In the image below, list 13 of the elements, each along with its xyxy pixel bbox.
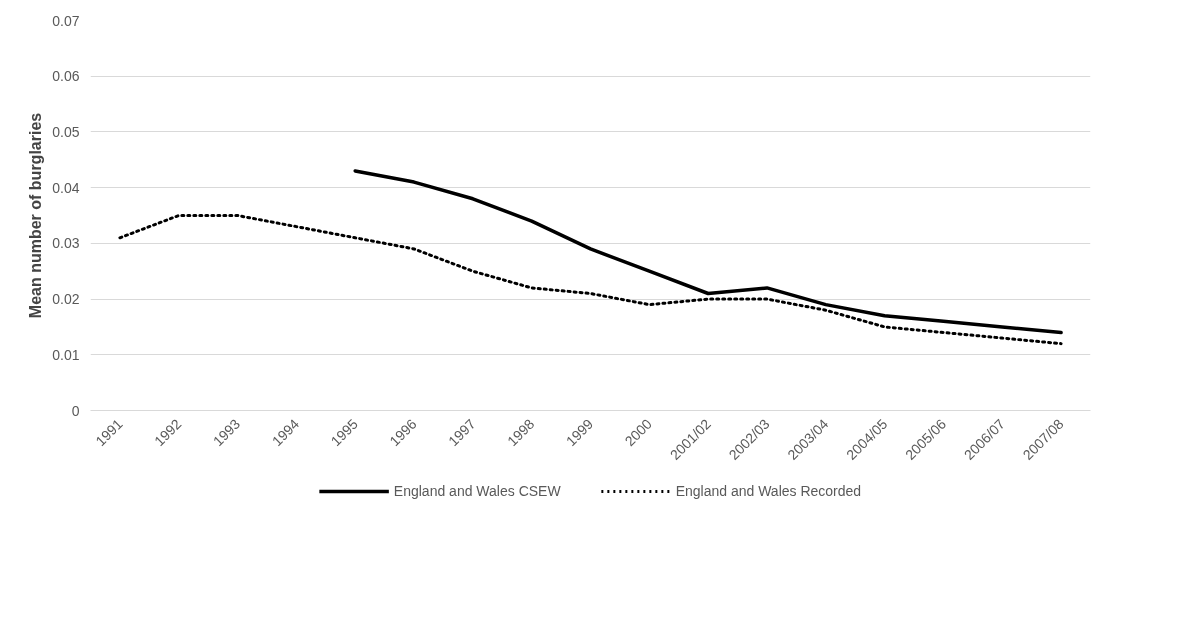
- line-series: [118, 214, 1063, 346]
- y-tick-label: 0.01: [52, 346, 80, 363]
- y-tick-label: 0.03: [52, 235, 80, 252]
- legend-label: England and Wales CSEW: [393, 483, 561, 499]
- y-tick-label: 0.04: [52, 179, 80, 196]
- y-tick-label: 0.06: [52, 68, 80, 85]
- y-tick-label: 0.07: [52, 12, 80, 29]
- line-series: [353, 169, 1063, 335]
- legend-label: England and Wales Recorded: [675, 483, 862, 499]
- y-axis-title: Mean number of burglaries: [27, 112, 45, 319]
- y-tick-label: 0.05: [52, 123, 80, 140]
- y-tick-label: 0.02: [52, 291, 80, 308]
- y-tick-label: 0: [71, 402, 80, 419]
